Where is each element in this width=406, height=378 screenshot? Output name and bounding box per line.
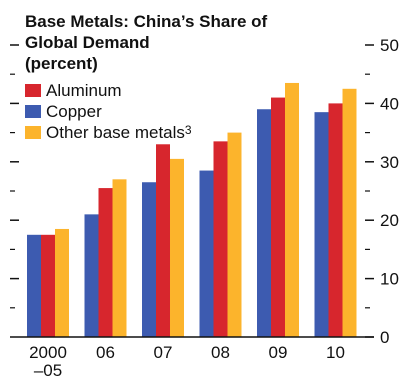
x-tick-label-5: 10 (326, 343, 345, 362)
legend-swatch-copper (25, 105, 41, 118)
bar-aluminum-5 (328, 103, 343, 338)
y-tick-label-40: 40 (380, 94, 399, 113)
bar-aluminum-4 (271, 97, 285, 337)
legend-label-copper: Copper (46, 102, 102, 121)
bar-other-base-metals-3 (227, 132, 242, 337)
legend-swatch-aluminum (25, 84, 41, 97)
legend-swatch-other-base-metals (25, 126, 41, 139)
bar-other-base-metals-1 (112, 179, 127, 337)
legend-item-copper: Copper (25, 101, 192, 122)
title-line-1: Base Metals: China’s Share of (25, 12, 268, 31)
bar-copper-5 (314, 112, 329, 337)
bar-other-base-metals-0 (55, 228, 69, 337)
x-tick-label-1: 06 (96, 343, 115, 362)
title-line-3: (percent) (25, 54, 98, 73)
legend-label-aluminum: Aluminum (46, 81, 122, 100)
bar-other-base-metals-2 (170, 158, 184, 337)
legend-item-aluminum: Aluminum (25, 80, 192, 101)
y-tick-label-20: 20 (380, 211, 399, 230)
bar-copper-1 (84, 214, 99, 337)
bar-aluminum-1 (98, 188, 113, 337)
bar-other-base-metals-4 (285, 82, 299, 338)
y-tick-label-50: 50 (380, 36, 399, 55)
bar-aluminum-3 (213, 141, 228, 337)
bar-copper-0 (27, 234, 41, 337)
x-tick-label-4: 09 (269, 343, 288, 362)
chart-legend: Aluminum Copper Other base metals 3 (25, 80, 192, 143)
y-tick-label-10: 10 (380, 270, 399, 289)
legend-item-other-base-metals: Other base metals 3 (25, 122, 192, 143)
bar-other-base-metals-5 (342, 88, 357, 337)
x-tick-label-2: 07 (154, 343, 173, 362)
bar-aluminum-2 (156, 144, 170, 337)
bar-copper-2 (142, 182, 156, 337)
x-tick-label-3: 08 (211, 343, 230, 362)
bar-copper-3 (199, 170, 214, 337)
bar-copper-4 (257, 109, 271, 338)
y-tick-label-30: 30 (380, 153, 399, 172)
chart-title: Base Metals: China’s Share of Global Dem… (25, 11, 355, 74)
x-tick-label-0-line2: –05 (34, 361, 62, 378)
title-line-2: Global Demand (25, 33, 150, 52)
footnote-marker: 3 (184, 123, 192, 137)
y-tick-label-0: 0 (380, 328, 389, 347)
legend-label-other-base-metals: Other base metals (46, 123, 185, 142)
bar-aluminum-0 (41, 234, 55, 337)
x-tick-label-0: 2000 (29, 343, 67, 362)
